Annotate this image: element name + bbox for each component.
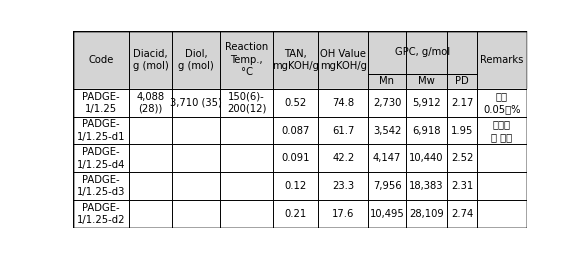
Text: 74.8: 74.8 <box>332 98 355 108</box>
Text: 61.7: 61.7 <box>332 125 355 136</box>
Text: PADGE-
1/1.25: PADGE- 1/1.25 <box>82 92 120 114</box>
Text: Mn: Mn <box>380 77 394 87</box>
Text: PD: PD <box>455 77 469 87</box>
Text: 42.2: 42.2 <box>332 153 355 163</box>
Text: OH Value
mgKOH/g: OH Value mgKOH/g <box>320 49 367 71</box>
Text: 1.95: 1.95 <box>451 125 473 136</box>
Text: 2.52: 2.52 <box>451 153 473 163</box>
Text: PADGE-
1/1.25-d4: PADGE- 1/1.25-d4 <box>77 147 125 169</box>
Text: Diol,
g (mol): Diol, g (mol) <box>178 49 214 71</box>
Text: Code: Code <box>88 55 113 65</box>
Text: 150(6)-
200(12): 150(6)- 200(12) <box>227 92 266 114</box>
Text: 0.087: 0.087 <box>281 125 309 136</box>
Text: 2,730: 2,730 <box>373 98 401 108</box>
Text: 23.3: 23.3 <box>332 181 355 191</box>
Text: TAN,
mgKOH/g: TAN, mgKOH/g <box>272 49 319 71</box>
Text: 17.6: 17.6 <box>332 209 355 219</box>
Text: PADGE-
1/1.25-d3: PADGE- 1/1.25-d3 <box>77 175 125 197</box>
Text: Diacid,
g (mol): Diacid, g (mol) <box>133 49 168 71</box>
Text: 5,912: 5,912 <box>412 98 441 108</box>
Text: Mw: Mw <box>418 77 435 87</box>
Text: 28,109: 28,109 <box>409 209 444 219</box>
Text: 0.52: 0.52 <box>284 98 307 108</box>
Text: 2.74: 2.74 <box>451 209 473 219</box>
Text: 6,918: 6,918 <box>412 125 441 136</box>
Text: 18,383: 18,383 <box>410 181 444 191</box>
Text: Reaction
Temp.,
°C: Reaction Temp., °C <box>225 42 269 77</box>
Text: PADGE-
1/1.25-d1: PADGE- 1/1.25-d1 <box>77 119 125 142</box>
Text: 2.31: 2.31 <box>451 181 473 191</box>
Text: PADGE-
1/1.25-d2: PADGE- 1/1.25-d2 <box>77 203 125 225</box>
Text: GPC, g/mol: GPC, g/mol <box>395 47 450 57</box>
Text: 10,495: 10,495 <box>370 209 404 219</box>
Text: 3,542: 3,542 <box>373 125 401 136</box>
Text: 옵매
0.05몰%: 옵매 0.05몰% <box>483 92 521 114</box>
Text: 7,956: 7,956 <box>373 181 401 191</box>
Text: 저분자
량 제거: 저분자 량 제거 <box>491 119 512 142</box>
Text: 10,440: 10,440 <box>410 153 444 163</box>
Text: 0.091: 0.091 <box>281 153 310 163</box>
Text: 0.21: 0.21 <box>284 209 307 219</box>
Text: 2.17: 2.17 <box>451 98 473 108</box>
Text: 3,710 (35): 3,710 (35) <box>170 98 222 108</box>
Text: 0.12: 0.12 <box>284 181 307 191</box>
Text: Remarks: Remarks <box>480 55 524 65</box>
Text: 4,088
(28)): 4,088 (28)) <box>136 92 165 114</box>
Text: 4,147: 4,147 <box>373 153 401 163</box>
